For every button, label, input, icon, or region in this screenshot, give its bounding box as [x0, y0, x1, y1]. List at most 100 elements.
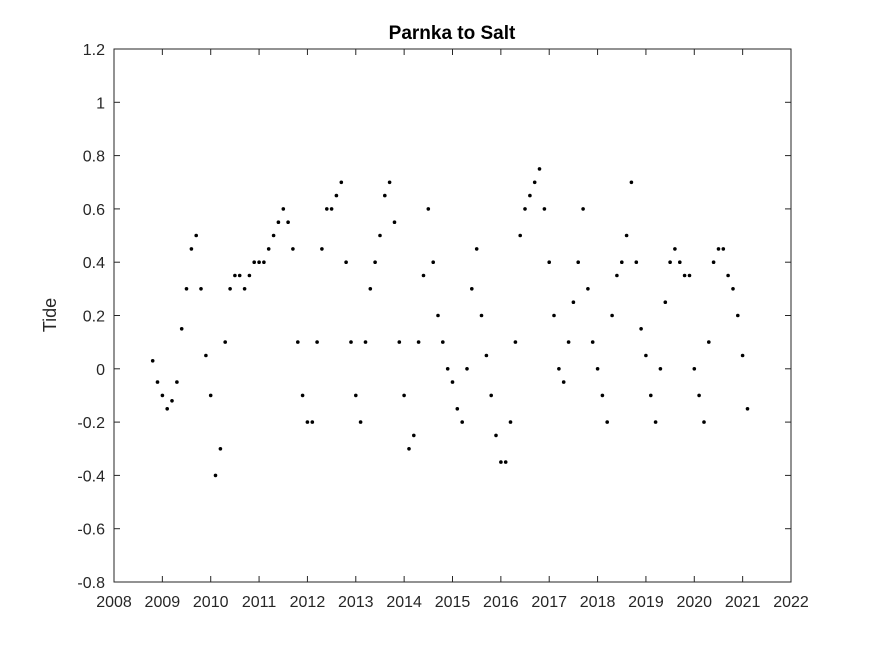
data-point: [484, 353, 489, 358]
data-point: [170, 399, 174, 403]
data-point: [368, 287, 373, 291]
data-point: [470, 287, 474, 291]
data-point: [262, 260, 266, 265]
y-tick-label: 0.8: [83, 149, 105, 166]
data-point: [731, 287, 735, 291]
data-point: [503, 460, 508, 464]
data-point: [707, 340, 711, 344]
data-point: [455, 407, 460, 411]
x-tick-label: 2009: [145, 594, 181, 611]
y-tick-label: 0.6: [83, 202, 105, 219]
data-point: [175, 380, 179, 384]
data-point: [426, 207, 431, 211]
data-point: [644, 353, 648, 358]
data-point: [247, 273, 252, 278]
data-point: [532, 180, 537, 185]
data-point: [508, 420, 513, 424]
data-point: [557, 367, 561, 371]
data-point: [208, 393, 213, 398]
x-tick-label: 2010: [193, 594, 229, 611]
data-point: [620, 260, 624, 265]
data-point: [547, 260, 551, 265]
data-point: [421, 273, 426, 278]
data-point: [378, 233, 382, 238]
x-tick-label: 2011: [242, 594, 277, 611]
data-point: [189, 247, 194, 251]
data-point: [155, 380, 160, 384]
data-point: [639, 327, 643, 331]
data-point: [383, 193, 387, 198]
data-point: [745, 407, 750, 411]
data-point: [450, 380, 455, 384]
y-tick-label: 0.4: [83, 255, 105, 272]
x-tick-label: 2017: [531, 594, 567, 611]
data-point: [537, 167, 542, 171]
data-point: [441, 340, 445, 344]
data-point: [702, 420, 706, 424]
data-point: [296, 340, 300, 344]
data-point: [595, 367, 600, 371]
data-point: [740, 353, 745, 358]
data-point: [663, 300, 668, 305]
data-point: [678, 260, 682, 265]
data-point: [300, 393, 305, 398]
data-point: [721, 247, 726, 251]
data-point: [605, 420, 609, 424]
data-point: [726, 273, 730, 278]
y-tick-label: 0: [96, 362, 105, 379]
data-point: [407, 447, 411, 451]
data-point: [334, 193, 339, 198]
data-point: [276, 220, 281, 224]
data-point: [711, 260, 716, 265]
data-point: [610, 313, 614, 318]
data-point: [223, 340, 227, 344]
data-point: [460, 420, 465, 424]
y-tick-label: 1.2: [83, 42, 105, 59]
data-point: [523, 207, 527, 211]
data-point: [416, 340, 421, 344]
data-point: [571, 300, 576, 305]
data-point: [673, 247, 677, 251]
data-point: [716, 247, 721, 251]
data-point: [586, 287, 590, 291]
data-point: [286, 220, 290, 224]
data-point: [271, 233, 276, 238]
data-point: [624, 233, 629, 238]
data-point: [581, 207, 585, 211]
data-point: [697, 393, 701, 398]
data-point: [358, 420, 363, 424]
x-tick-label: 2013: [338, 594, 374, 611]
data-point: [315, 340, 319, 344]
data-point: [499, 460, 503, 464]
x-tick-label: 2008: [96, 594, 132, 611]
data-point: [344, 260, 348, 265]
data-point: [590, 340, 595, 344]
data-point: [179, 327, 184, 331]
x-axis: 2008 2009 2010 2011 2012 2013 2014 2015 2016 2017…: [96, 49, 809, 611]
data-point: [310, 420, 315, 424]
data-point: [658, 367, 663, 371]
data-point: [566, 340, 571, 344]
data-point: [634, 260, 639, 265]
data-point: [291, 247, 295, 251]
data-point: [412, 433, 416, 438]
data-point: [242, 287, 247, 291]
x-tick-label: 2019: [628, 594, 664, 611]
data-point: [325, 207, 329, 211]
data-point: [349, 340, 353, 344]
plot-area: [114, 49, 791, 582]
data-point: [160, 393, 165, 398]
x-tick-label: 2016: [483, 594, 519, 611]
data-point: [218, 447, 223, 451]
data-point: [649, 393, 653, 398]
data-point: [373, 260, 377, 265]
data-point: [513, 340, 518, 344]
y-tick-label: -0.8: [77, 575, 105, 592]
data-point: [392, 220, 397, 224]
data-point: [692, 367, 697, 371]
data-point: [528, 193, 532, 198]
x-tick-label: 2021: [725, 594, 761, 611]
data-point: [736, 313, 740, 318]
data-point: [150, 359, 155, 363]
